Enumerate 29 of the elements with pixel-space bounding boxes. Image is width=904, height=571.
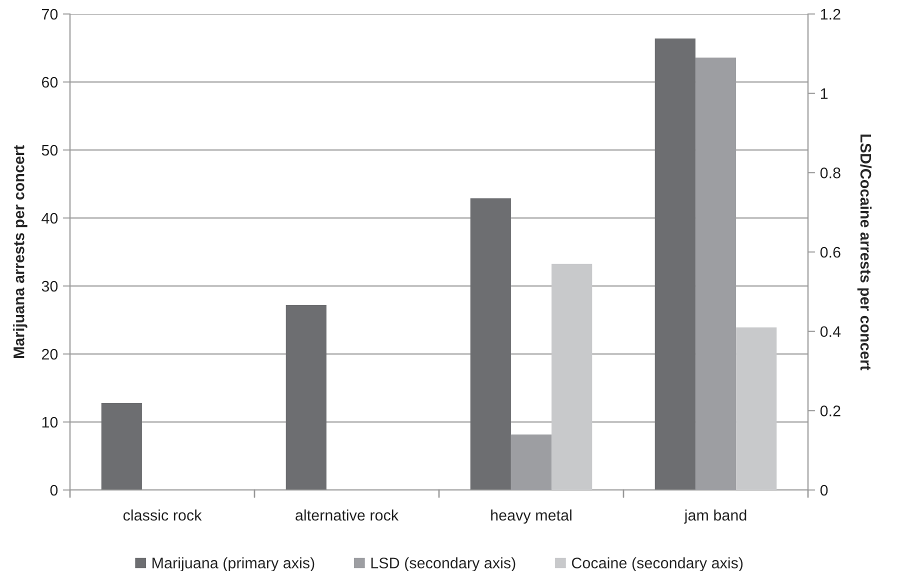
x-tick-label: classic rock	[123, 509, 202, 521]
y2-tick-label: 0.6	[820, 246, 840, 258]
x-tick-label: alternative rock	[296, 509, 399, 521]
y2-axis-title: LSD/Cocaine arrests per concert	[857, 134, 872, 370]
bar	[736, 327, 777, 490]
y-tick-label: 10	[42, 416, 58, 428]
x-tick-label: jam band	[684, 509, 746, 524]
y-tick-label: 20	[42, 348, 58, 360]
legend-label: Marijuana (primary axis)	[152, 557, 314, 571]
bar	[101, 402, 142, 490]
y-tick-label: 70	[42, 8, 58, 20]
legend-label: LSD (secondary axis)	[371, 557, 516, 571]
y2-tick-label: 1	[820, 88, 828, 99]
y2-tick-label: 1.2	[820, 8, 840, 20]
y2-tick-label: 0.8	[820, 168, 840, 178]
y-tick-label: 0	[50, 484, 58, 496]
y-tick-label: 60	[42, 76, 58, 88]
y-tick-label: 30	[42, 280, 58, 292]
bar	[286, 305, 326, 490]
bar	[470, 198, 511, 490]
y2-tick-label: 0.4	[820, 326, 841, 338]
y-tick-label: 40	[42, 212, 58, 224]
y2-tick-label: 0.2	[820, 406, 840, 416]
y-axis-title: Marijuana arrests per concert	[13, 145, 28, 358]
legend-label: Cocaine (secondary axis)	[572, 557, 743, 571]
y2-tick-label: 0	[820, 484, 828, 496]
x-tick-label: heavy metal	[491, 509, 572, 524]
bar	[552, 264, 592, 490]
y-tick-label: 50	[42, 144, 58, 156]
